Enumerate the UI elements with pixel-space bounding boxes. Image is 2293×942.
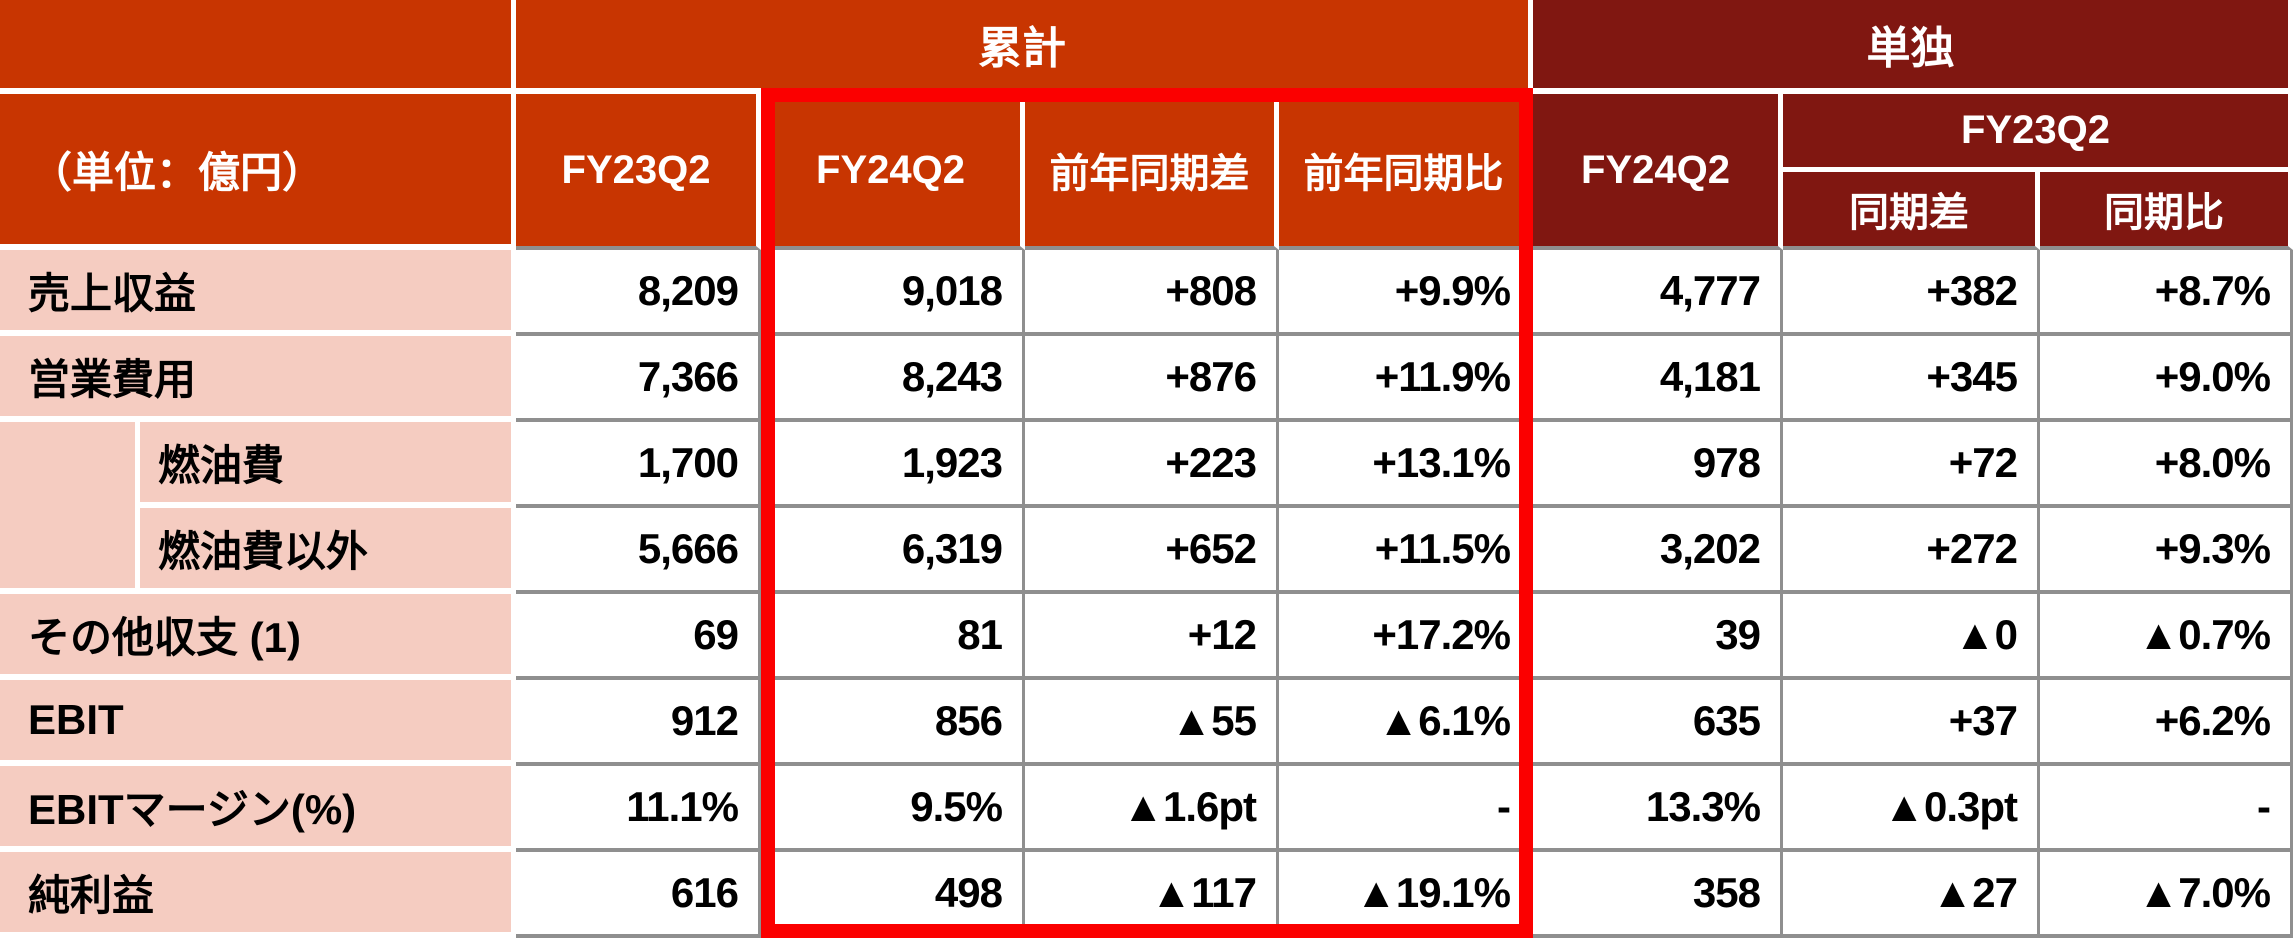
group-header-standalone: 単独 <box>1533 0 2293 94</box>
value-cell: 978 <box>1533 422 1783 508</box>
value-cell: 498 <box>761 852 1025 938</box>
value-cell: +37 <box>1783 680 2040 766</box>
value-cell: +12 <box>1025 594 1279 680</box>
value-cell: 39 <box>1533 594 1783 680</box>
value-cell: 8,209 <box>516 250 761 336</box>
value-cell: 7,366 <box>516 336 761 422</box>
value-cell: 912 <box>516 680 761 766</box>
value-cell: +9.9% <box>1279 250 1533 336</box>
value-cell: ▲19.1% <box>1279 852 1533 938</box>
value-cell: 4,181 <box>1533 336 1783 422</box>
value-cell: +17.2% <box>1279 594 1533 680</box>
value-cell: +9.3% <box>2040 508 2293 594</box>
value-cell: 1,700 <box>516 422 761 508</box>
value-cell: 635 <box>1533 680 1783 766</box>
value-cell: 1,923 <box>761 422 1025 508</box>
value-cell: +223 <box>1025 422 1279 508</box>
col-header-period-ratio: 同期比 <box>2040 172 2293 250</box>
row-label: 燃油費 <box>140 422 516 508</box>
col-header-fy23q2-standalone-group: FY23Q2 <box>1783 94 2293 172</box>
value-cell: 9.5% <box>761 766 1025 852</box>
row-label: 純利益 <box>0 852 516 938</box>
value-cell: 4,777 <box>1533 250 1783 336</box>
corner-empty-cell <box>0 0 516 94</box>
value-cell: +11.5% <box>1279 508 1533 594</box>
value-cell: ▲117 <box>1025 852 1279 938</box>
value-cell: 3,202 <box>1533 508 1783 594</box>
value-cell: +6.2% <box>2040 680 2293 766</box>
row-label: 営業費用 <box>0 336 516 422</box>
value-cell: 11.1% <box>516 766 761 852</box>
col-header-fy23q2-cumulative: FY23Q2 <box>516 94 761 250</box>
row-label: その他収支 (1) <box>0 594 516 680</box>
value-cell: +345 <box>1783 336 2040 422</box>
row-label: EBIT <box>0 680 516 766</box>
value-cell: +9.0% <box>2040 336 2293 422</box>
value-cell: 81 <box>761 594 1025 680</box>
value-cell: 13.3% <box>1533 766 1783 852</box>
value-cell: +11.9% <box>1279 336 1533 422</box>
col-header-yoy-difference: 前年同期差 <box>1025 94 1279 250</box>
value-cell: ▲0.3pt <box>1783 766 2040 852</box>
value-cell: ▲0 <box>1783 594 2040 680</box>
row-label: EBITマージン(%) <box>0 766 516 852</box>
value-cell: 69 <box>516 594 761 680</box>
value-cell: ▲55 <box>1025 680 1279 766</box>
value-cell: 9,018 <box>761 250 1025 336</box>
value-cell: +72 <box>1783 422 2040 508</box>
value-cell: +13.1% <box>1279 422 1533 508</box>
indent-spacer-cell <box>0 422 140 594</box>
value-cell: +8.7% <box>2040 250 2293 336</box>
row-label: 売上収益 <box>0 250 516 336</box>
value-cell: 6,319 <box>761 508 1025 594</box>
value-cell: +808 <box>1025 250 1279 336</box>
value-cell: - <box>2040 766 2293 852</box>
value-cell: 5,666 <box>516 508 761 594</box>
value-cell: ▲0.7% <box>2040 594 2293 680</box>
group-header-cumulative: 累計 <box>516 0 1533 94</box>
value-cell: +876 <box>1025 336 1279 422</box>
value-cell: +8.0% <box>2040 422 2293 508</box>
value-cell: ▲27 <box>1783 852 2040 938</box>
value-cell: +382 <box>1783 250 2040 336</box>
value-cell: ▲7.0% <box>2040 852 2293 938</box>
value-cell: 856 <box>761 680 1025 766</box>
value-cell: - <box>1279 766 1533 852</box>
value-cell: 358 <box>1533 852 1783 938</box>
col-header-fy24q2-cumulative: FY24Q2 <box>761 94 1025 250</box>
value-cell: +652 <box>1025 508 1279 594</box>
col-header-fy24q2-standalone: FY24Q2 <box>1533 94 1783 250</box>
value-cell: 616 <box>516 852 761 938</box>
col-header-period-difference: 同期差 <box>1783 172 2040 250</box>
value-cell: 8,243 <box>761 336 1025 422</box>
value-cell: ▲6.1% <box>1279 680 1533 766</box>
value-cell: +272 <box>1783 508 2040 594</box>
row-label: 燃油費以外 <box>140 508 516 594</box>
unit-label: （単位：億円） <box>0 94 516 250</box>
col-header-yoy-ratio: 前年同期比 <box>1279 94 1533 250</box>
value-cell: ▲1.6pt <box>1025 766 1279 852</box>
